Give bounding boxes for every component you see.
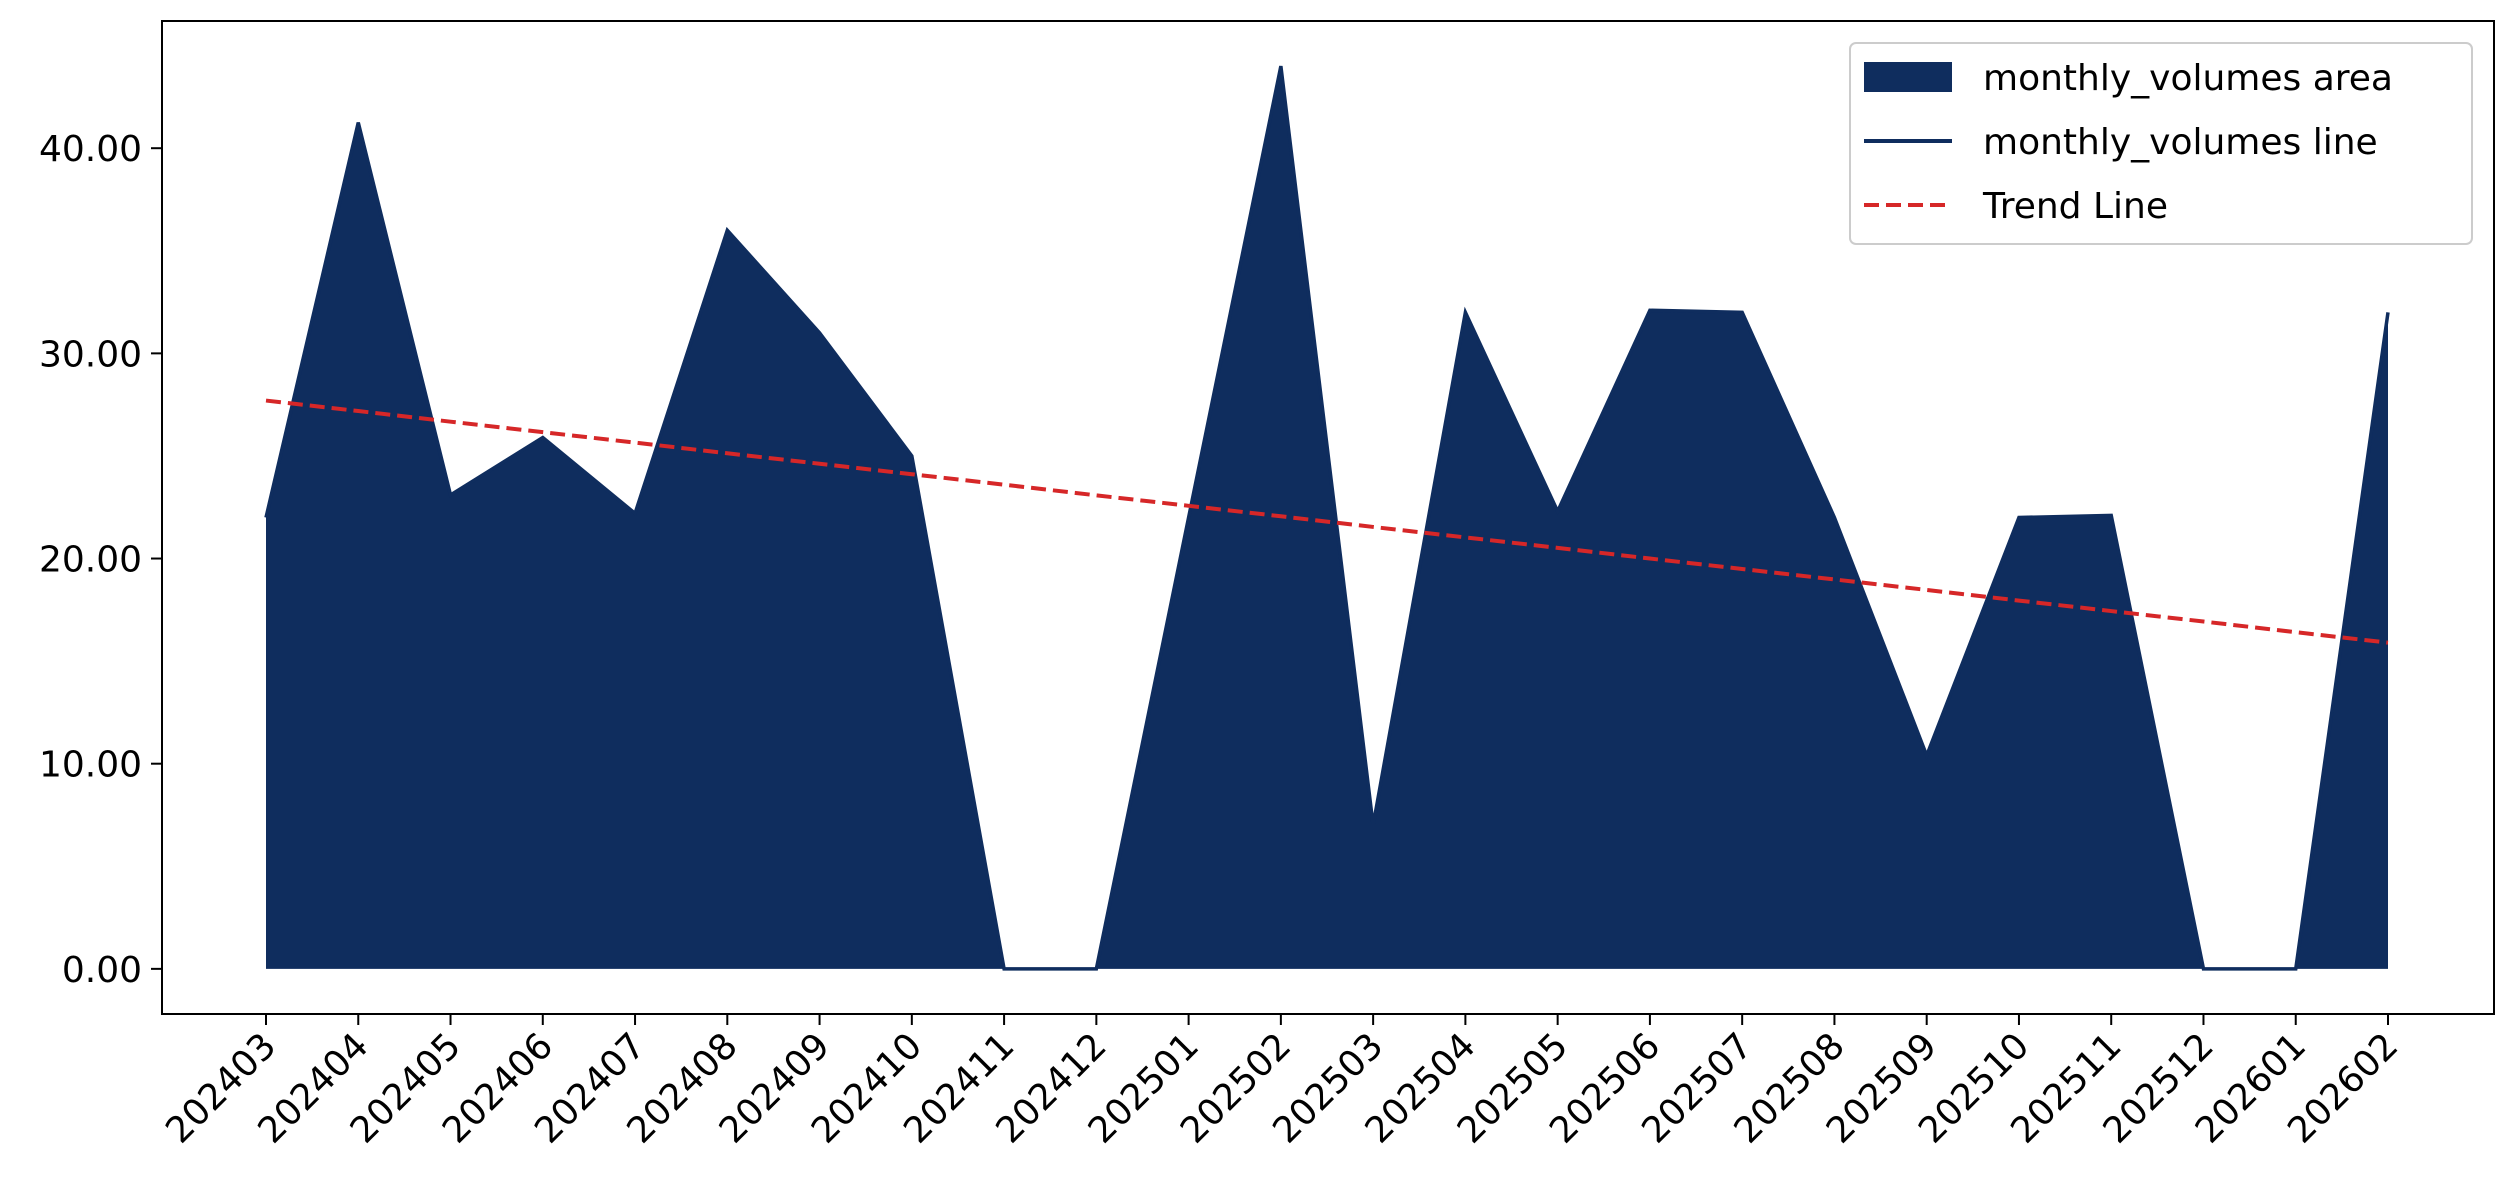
legend-label: monthly_volumes area	[1983, 58, 2393, 99]
y-tick-label: 30.00	[39, 334, 142, 375]
legend-label: monthly_volumes line	[1983, 122, 2378, 163]
y-tick-label: 40.00	[39, 129, 142, 170]
trend-line	[265, 398, 2389, 645]
legend-box	[1849, 42, 2473, 245]
line	[264, 65, 2390, 971]
y-tick-label: 10.00	[39, 745, 142, 786]
legend-swatch	[1864, 62, 1952, 92]
y-tick-label: 20.00	[39, 540, 142, 581]
y-tick-label: 0.00	[62, 950, 142, 991]
plot-frame	[161, 20, 2495, 1015]
area	[266, 66, 2388, 969]
legend-label: Trend Line	[1982, 186, 2168, 227]
